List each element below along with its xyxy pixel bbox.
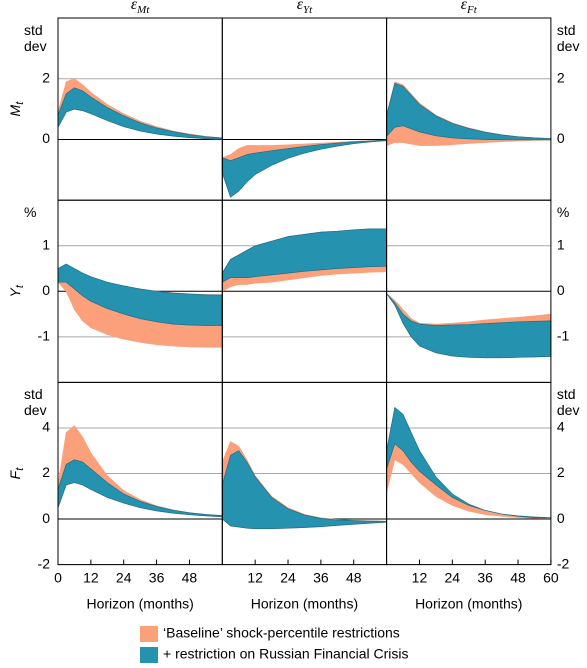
- y-tick-label-right: 2: [557, 69, 565, 85]
- y-tick-label: 0: [42, 510, 50, 526]
- column-title-symbol: ε: [296, 0, 303, 13]
- band-area: [386, 293, 552, 359]
- y-tick-label-right: 0: [557, 510, 565, 526]
- x-tick-label: 36: [477, 569, 493, 585]
- y-tick-label-right: 0: [557, 282, 565, 298]
- unit-label: std dev: [24, 386, 47, 419]
- y-tick-label-right: -1: [557, 328, 570, 344]
- row-label: Mt: [7, 101, 26, 117]
- x-tick-label: 12: [83, 569, 99, 585]
- y-tick-label: 4: [42, 419, 50, 435]
- row-label: Ft: [7, 467, 26, 480]
- row-label-symbol: Y: [7, 287, 23, 298]
- y-tick-label: 0: [42, 130, 50, 146]
- row-label-subscript: t: [14, 284, 26, 288]
- y-tick-label: -1: [38, 328, 51, 344]
- legend-label: + restriction on Russian Financial Crisi…: [163, 646, 408, 662]
- legend-label: ‘Baseline’ shock-percentile restrictions: [163, 625, 400, 641]
- column-title: εMt: [110, 0, 170, 16]
- row-label-symbol: F: [7, 469, 23, 479]
- band-area: [57, 87, 223, 140]
- unit-label-right: std dev: [556, 386, 580, 419]
- x-tick-label: 12: [412, 569, 428, 585]
- x-tick-label: 12: [247, 569, 263, 585]
- column-title-symbol: ε: [130, 0, 138, 13]
- panel-frame: [386, 381, 552, 566]
- x-tick-label: 48: [182, 569, 198, 585]
- y-tick-label: 1: [42, 236, 50, 252]
- y-tick-label: 0: [42, 282, 50, 298]
- band-area: [386, 413, 552, 519]
- y-tick-label: -2: [38, 555, 51, 571]
- x-tick-label: 36: [149, 569, 165, 585]
- legend-swatch: [140, 647, 158, 663]
- band-area: [221, 450, 387, 529]
- row-label-subscript: t: [14, 101, 26, 105]
- y-tick-label-right: -2: [557, 555, 570, 571]
- y-tick-label-right: 0: [557, 130, 565, 146]
- x-tick-label: 60: [543, 569, 559, 585]
- column-title: εYt: [274, 0, 334, 16]
- unit-label-right: std dev: [556, 22, 580, 54]
- y-tick-label-right: 2: [557, 464, 565, 480]
- x-tick-label: 0: [54, 569, 62, 585]
- unit-label: %: [24, 204, 37, 221]
- column-title-subscript: Yt: [303, 4, 313, 17]
- unit-label: std dev: [24, 22, 47, 54]
- y-tick-label-right: 4: [557, 419, 565, 435]
- row-label: Yt: [7, 284, 26, 297]
- x-tick-label: 24: [280, 569, 296, 585]
- unit-label-right: %: [556, 204, 570, 221]
- x-axis-label: Horizon (months): [415, 595, 522, 611]
- x-tick-label: 36: [313, 569, 329, 585]
- x-axis-label: Horizon (months): [86, 595, 193, 611]
- x-tick-label: 48: [346, 569, 362, 585]
- column-title: εFt: [439, 0, 499, 16]
- y-tick-label: 2: [42, 464, 50, 480]
- y-tick-label-right: 1: [557, 236, 565, 252]
- column-title-subscript: Mt: [137, 4, 150, 17]
- column-title-symbol: ε: [460, 0, 468, 13]
- x-axis-label: Horizon (months): [251, 595, 358, 611]
- row-label-subscript: t: [14, 467, 26, 471]
- row-label-symbol: M: [7, 104, 23, 116]
- y-tick-label: 2: [42, 69, 50, 85]
- legend-swatch: [140, 626, 158, 642]
- x-tick-label: 24: [116, 569, 132, 585]
- x-tick-label: 48: [510, 569, 526, 585]
- x-tick-label: 24: [445, 569, 461, 585]
- band-area: [57, 459, 223, 518]
- column-title-subscript: Ft: [467, 4, 477, 17]
